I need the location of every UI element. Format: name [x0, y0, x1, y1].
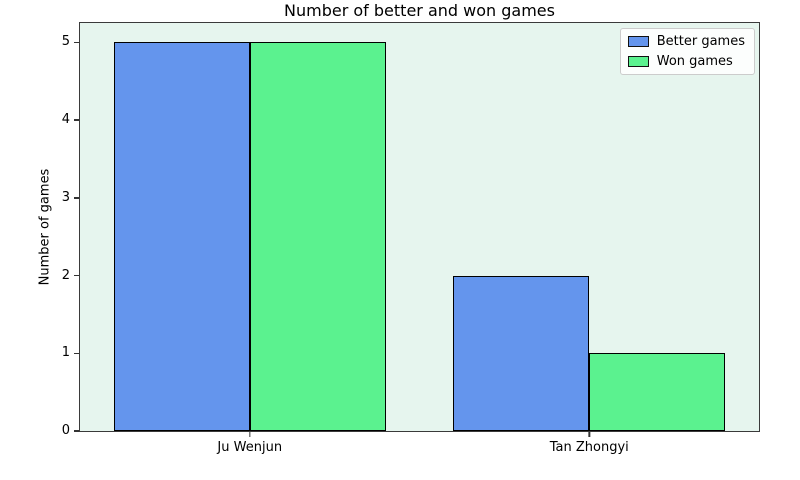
x-tick-label: Tan Zhongyi — [549, 440, 629, 455]
bar-ju-wenjun-better-games — [113, 42, 250, 431]
y-tick-label: 5 — [61, 34, 70, 50]
y-tick-label: 1 — [61, 345, 70, 361]
y-tick — [73, 41, 79, 44]
y-tick — [73, 274, 79, 277]
chart-title: Number of better and won games — [284, 1, 555, 20]
bar-tan-zhongyi-better-games — [453, 275, 590, 431]
legend-entry: Better games — [627, 34, 745, 49]
y-tick-label: 4 — [61, 112, 70, 128]
y-tick — [73, 119, 79, 121]
x-tick-label: Ju Wenjun — [217, 440, 283, 455]
plot-area: Better games Won games 0 1 2 3 4 5 Ju Wenjun Tan… — [62, 22, 760, 455]
y-tick — [73, 352, 79, 354]
bar-ju-wenjun-won-games — [249, 42, 386, 431]
legend-label: Better games — [656, 34, 745, 49]
y-tick-label: 0 — [61, 423, 70, 439]
legend-swatch-icon — [627, 36, 649, 47]
x-tick — [249, 432, 251, 438]
y-axis-label: Number of games — [37, 168, 53, 286]
y-tick-label: 3 — [61, 190, 70, 206]
x-tick — [588, 432, 590, 438]
legend: Better games Won games — [619, 28, 755, 75]
y-tick — [73, 197, 79, 199]
y-tick — [73, 430, 79, 432]
legend-entry: Won games — [627, 54, 745, 69]
legend-label: Won games — [656, 54, 733, 69]
bar-tan-zhongyi-won-games — [589, 353, 726, 431]
y-tick-label: 2 — [61, 267, 70, 283]
legend-swatch-icon — [627, 56, 649, 67]
